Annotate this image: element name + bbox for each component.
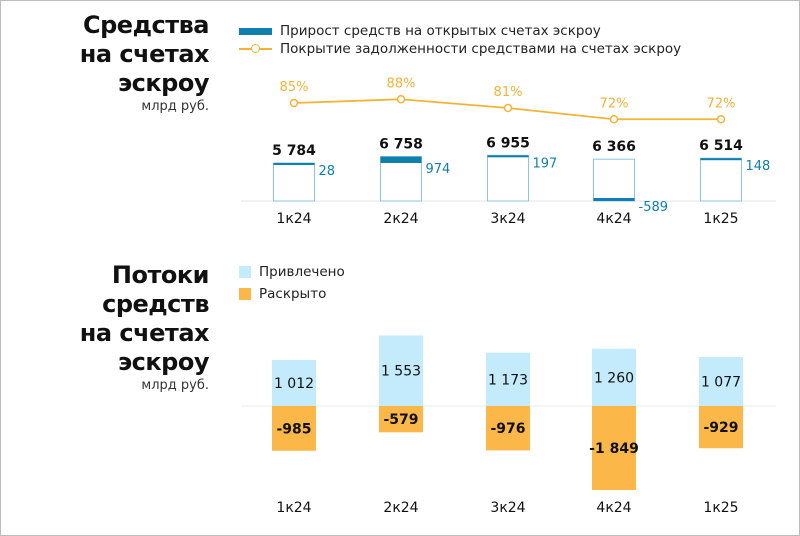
outflow-label: -985 bbox=[276, 421, 311, 437]
legend-item-outflow: Раскрыто bbox=[239, 286, 326, 302]
outflow-bar bbox=[272, 406, 316, 451]
coverage-point bbox=[396, 95, 406, 104]
coverage-label: 85% bbox=[280, 80, 309, 95]
outflow-bar bbox=[592, 406, 636, 491]
category-label: 2к24 bbox=[383, 211, 418, 227]
legend-label: Привлечено bbox=[259, 264, 345, 280]
coverage-label: 72% bbox=[600, 96, 629, 111]
balance-label: 6 366 bbox=[592, 139, 636, 155]
coverage-label: 88% bbox=[387, 76, 416, 91]
balance-label: 6 514 bbox=[699, 138, 743, 154]
inflow-bar bbox=[699, 357, 743, 406]
inflow-label: 1 553 bbox=[381, 364, 421, 380]
legend-label: Прирост средств на открытых счетах эскро… bbox=[280, 23, 601, 39]
balance-label: 6 955 bbox=[486, 135, 530, 151]
category-label: 1к24 bbox=[276, 211, 311, 227]
title-line: на счетах bbox=[79, 40, 210, 68]
balance-bar bbox=[380, 156, 422, 202]
legend-item-inflow: Привлечено bbox=[239, 264, 345, 280]
title-line: эскроу bbox=[117, 348, 210, 376]
outflow-label: -929 bbox=[703, 420, 738, 436]
inflow-label: 1 077 bbox=[701, 375, 741, 391]
category-label: 3к24 bbox=[490, 500, 525, 516]
increase-bar bbox=[700, 158, 742, 161]
category-label: 4к24 bbox=[596, 500, 631, 516]
balance-bar bbox=[273, 162, 315, 202]
chart2-unit: млрд руб. bbox=[141, 378, 209, 393]
inflow-bar bbox=[486, 352, 530, 406]
increase-label: 197 bbox=[533, 156, 558, 171]
outflow-label: -1 849 bbox=[589, 441, 639, 457]
title-line: Потоки средств bbox=[102, 261, 209, 318]
outflow-bar bbox=[699, 406, 743, 449]
coverage-label: 81% bbox=[494, 85, 523, 100]
increase-label: 148 bbox=[746, 159, 771, 174]
legend-item-increase: Прирост средств на открытых счетах эскро… bbox=[239, 23, 601, 39]
coverage-label: 72% bbox=[707, 96, 736, 111]
outflow-label: -976 bbox=[490, 421, 525, 437]
category-label: 4к24 bbox=[596, 211, 631, 227]
title-line: Средства bbox=[83, 11, 209, 39]
inflow-bar bbox=[272, 360, 316, 406]
inflow-bar bbox=[379, 335, 423, 406]
inflow-bar bbox=[592, 348, 636, 406]
category-label: 1к25 bbox=[703, 500, 738, 516]
title-line: эскроу bbox=[117, 69, 210, 97]
outflow-bar bbox=[486, 406, 530, 451]
legend-swatch bbox=[239, 288, 251, 300]
title-line: на счетах bbox=[79, 319, 210, 347]
coverage-point bbox=[289, 98, 299, 108]
balance-bar bbox=[700, 157, 742, 202]
coverage-point bbox=[609, 115, 619, 124]
increase-label: -589 bbox=[639, 200, 669, 215]
increase-label: 974 bbox=[426, 162, 451, 177]
category-label: 1к25 bbox=[703, 211, 738, 227]
balance-label: 6 758 bbox=[379, 137, 423, 153]
increase-bar bbox=[593, 198, 635, 201]
increase-label: 28 bbox=[319, 164, 336, 179]
inflow-label: 1 012 bbox=[274, 376, 314, 392]
legend-item-coverage: Покрытие задолженности средствами на сче… bbox=[239, 41, 681, 57]
inflow-label: 1 173 bbox=[488, 372, 528, 388]
chart1-unit: млрд руб. bbox=[141, 99, 209, 114]
balance-bar bbox=[593, 158, 635, 202]
inflow-label: 1 260 bbox=[594, 370, 634, 386]
category-label: 3к24 bbox=[490, 211, 525, 227]
outflow-label: -579 bbox=[383, 412, 418, 428]
increase-bar bbox=[487, 155, 529, 158]
chart1-title: Средства на счетах эскроу млрд руб. bbox=[79, 11, 210, 116]
outflow-bar bbox=[379, 406, 423, 433]
category-label: 2к24 bbox=[383, 500, 418, 516]
legend-label: Раскрыто bbox=[259, 286, 327, 302]
coverage-point bbox=[503, 103, 513, 113]
balance-bar bbox=[487, 154, 529, 202]
legend-label: Покрытие задолженности средствами на сче… bbox=[280, 41, 682, 57]
legend-swatch bbox=[239, 266, 251, 278]
balance-label: 5 784 bbox=[272, 143, 316, 159]
legend-swatch bbox=[239, 27, 272, 35]
increase-bar bbox=[380, 156, 422, 163]
legend-line-icon bbox=[239, 44, 272, 53]
increase-bar bbox=[273, 163, 315, 165]
chart2-title: Потоки средств на счетах эскроу млрд руб… bbox=[1, 261, 210, 395]
coverage-point bbox=[716, 115, 726, 124]
category-label: 1к24 bbox=[276, 500, 311, 516]
